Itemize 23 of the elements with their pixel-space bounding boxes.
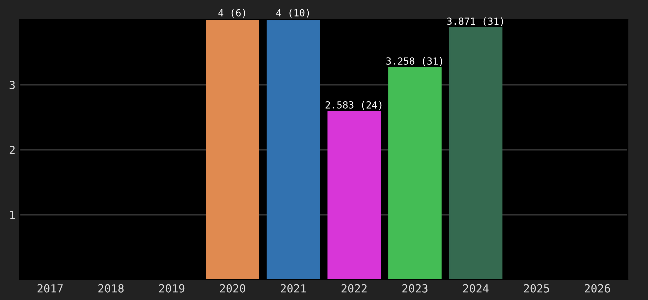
x-tick-label: 2023 (402, 284, 428, 293)
data-label: 3.871 (31) (447, 18, 504, 26)
x-tick-label: 2022 (342, 284, 367, 293)
x-tick-label: 2021 (281, 284, 306, 293)
x-tick-label: 2019 (159, 284, 185, 293)
bar (388, 67, 442, 280)
data-label: 4 (6) (218, 9, 246, 18)
bar (449, 28, 503, 280)
y-tick-label: 2 (10, 146, 15, 154)
y-tick-label: 1 (10, 211, 16, 220)
bar (206, 20, 260, 280)
bar (266, 20, 320, 280)
x-tick-label: 2025 (524, 284, 550, 293)
data-label: 2.583 (24) (326, 101, 382, 110)
bar (328, 111, 382, 280)
x-tick-label: 2024 (463, 284, 489, 293)
y-tick-label: 3 (10, 81, 15, 90)
x-tick-label: 2018 (98, 284, 124, 293)
data-label: 4 (10) (276, 9, 310, 18)
x-tick-label: 2026 (585, 284, 610, 293)
x-tick-label: 2020 (220, 284, 246, 293)
data-label: 3.258 (31) (386, 57, 442, 66)
x-tick-label: 2017 (38, 284, 63, 293)
